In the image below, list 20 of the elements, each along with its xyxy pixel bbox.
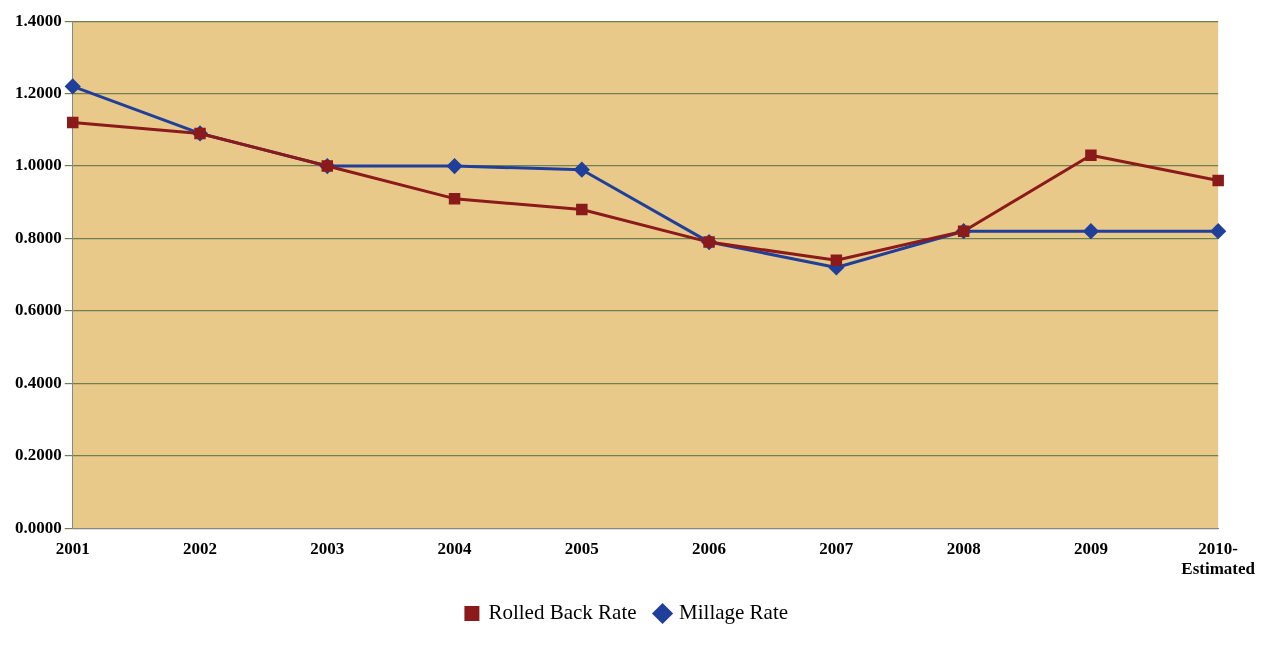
x-tick-label: 2001 (55, 538, 90, 558)
x-tick-label: 2009 (1073, 538, 1108, 558)
x-tick-label: 2004 (437, 538, 473, 558)
x-tick-label: 2008 (946, 538, 981, 558)
x-tick-label: 2003 (310, 538, 345, 558)
y-tick-label: 0.6000 (15, 300, 62, 320)
x-tick-label: 2007 (819, 538, 854, 558)
x-tick-label: 2010- Estimated (1181, 538, 1256, 579)
y-tick-label: 0.2000 (15, 445, 62, 465)
legend-label: Rolled Back Rate (488, 600, 637, 625)
y-tick-label: 1.0000 (15, 155, 62, 175)
y-tick-label: 0.8000 (15, 227, 62, 247)
y-tick-label: 1.4000 (15, 10, 62, 30)
legend-label: Millage Rate (679, 600, 789, 625)
y-tick-label: 0.0000 (15, 517, 62, 537)
x-tick-label: 2002 (183, 538, 218, 558)
x-tick-label: 2006 (692, 538, 727, 558)
y-tick-label: 1.2000 (15, 83, 62, 103)
y-tick-label: 0.4000 (15, 372, 62, 392)
x-tick-label: 2005 (564, 538, 599, 558)
